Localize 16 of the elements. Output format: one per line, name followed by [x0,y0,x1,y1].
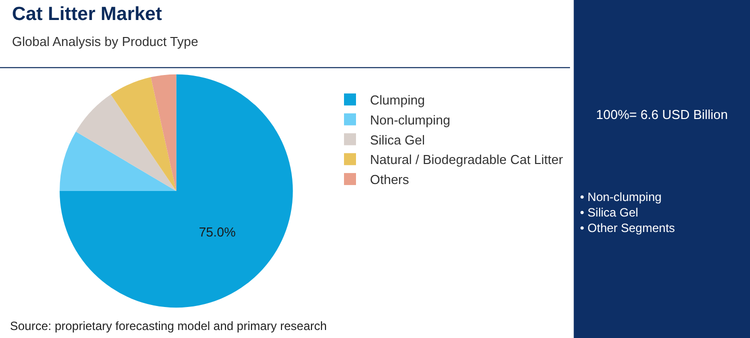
pie-slice [60,74,293,308]
pie-slice [60,132,176,191]
pie-slice [150,74,176,191]
pie-slice [76,94,176,191]
legend-label: Clumping [370,92,425,108]
chart-subtitle: Global Analysis by Product Type [12,34,198,49]
source-note: Source: proprietary forecasting model and primary research [10,319,327,333]
chart-title: Cat Litter Market [12,4,163,25]
data-label: 75.0% [198,224,236,240]
legend-label: Non-clumping [370,112,450,128]
legend-label: Others [370,172,410,188]
text: 100%= 6.6 USD Billion [596,107,728,122]
text: • Non-clumping • Silica Gel • Other Segments [580,190,675,236]
pie-slice [110,77,176,191]
legend-label: Silica Gel [370,132,426,148]
legend-label: Natural / Biodegradable Cat Litter [370,152,564,168]
